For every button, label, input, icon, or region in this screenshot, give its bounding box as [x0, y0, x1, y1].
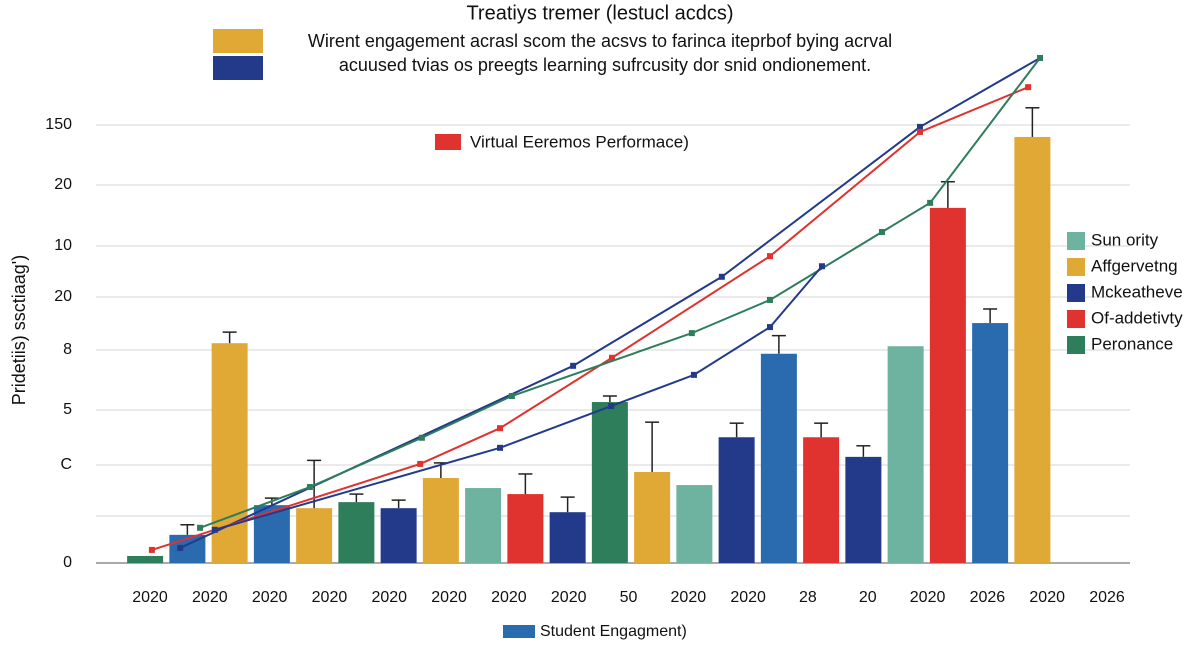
bar: [1014, 136, 1051, 564]
x-tick-label: 2020: [132, 589, 168, 606]
y-tick-label: C: [60, 456, 72, 473]
legend-label: Sun ority: [1091, 230, 1159, 249]
y-tick-label: 10: [54, 237, 72, 254]
legend-swatch: [1067, 258, 1085, 276]
line-point: [570, 362, 577, 369]
bar: [718, 437, 755, 563]
line-point: [497, 425, 504, 432]
line-point: [497, 444, 504, 451]
line-point: [197, 524, 204, 531]
line-point: [688, 330, 695, 337]
legend-swatch: [213, 56, 263, 80]
subtitle: acuused tvias os preegts learning sufrcu…: [339, 55, 871, 75]
bar: [549, 512, 586, 563]
x-tick-label: 2026: [1089, 589, 1125, 606]
x-tick-label: 28: [799, 589, 817, 606]
legend-swatch: [1067, 284, 1085, 302]
y-tick-label: 0: [63, 554, 72, 571]
line-point: [608, 354, 615, 361]
y-tick-label: 5: [63, 401, 72, 418]
legend-label: Mckeatheve: [1091, 282, 1183, 301]
line-point: [818, 263, 825, 270]
legend-label: Virtual Eeremos Performace): [470, 132, 689, 151]
legend-label: Of-addetivty: [1091, 308, 1183, 327]
line-point: [767, 296, 774, 303]
x-tick-label: 2020: [192, 589, 228, 606]
bar: [422, 477, 459, 563]
bar: [887, 346, 924, 563]
x-tick-label: 2020: [910, 589, 946, 606]
x-tick-label: 2020: [491, 589, 527, 606]
x-tick-label: 2020: [431, 589, 467, 606]
legend-swatch: [1067, 310, 1085, 328]
x-tick-label: 2020: [312, 589, 348, 606]
legend-label: Peronance: [1091, 334, 1173, 353]
line-point: [508, 393, 515, 400]
y-tick-label: 20: [54, 176, 72, 193]
bar: [465, 488, 502, 563]
chart-title: Treatiys tremer (lestucl acdcs): [466, 2, 733, 24]
x-tick-label: 2020: [1029, 589, 1065, 606]
line-point: [767, 253, 774, 260]
bar: [760, 353, 797, 563]
line-point: [148, 546, 155, 553]
x-tick-label: 2020: [551, 589, 587, 606]
line-point: [916, 123, 923, 130]
line-point: [417, 460, 424, 467]
y-tick-label: 150: [45, 116, 72, 133]
y-tick-label: 8: [63, 341, 72, 358]
y-tick-label: 20: [54, 288, 72, 305]
bar: [127, 555, 164, 563]
x-tick-label: 50: [620, 589, 638, 606]
x-tick-label: 2020: [671, 589, 707, 606]
bar: [296, 508, 333, 563]
line-point: [690, 371, 697, 378]
line-point: [1036, 54, 1043, 61]
x-tick-label: 2020: [371, 589, 407, 606]
line-point: [418, 434, 425, 441]
bar: [507, 494, 544, 563]
line-point: [306, 484, 313, 491]
bar: [380, 508, 417, 563]
legend-swatch: [1067, 232, 1085, 250]
x-tick-label: 2020: [730, 589, 766, 606]
x-tick-label: 2020: [252, 589, 288, 606]
x-tick-label: 2026: [970, 589, 1006, 606]
bar: [803, 437, 840, 563]
line-point: [608, 403, 615, 410]
legend-label: Student Engagment): [540, 623, 687, 640]
legend-swatch: [435, 134, 461, 150]
legend-swatch: [213, 29, 263, 53]
line-point: [1025, 84, 1032, 91]
bar: [676, 485, 713, 563]
legend-label: Affgervetng: [1091, 256, 1178, 275]
subtitle: Wirent engagement acrasl scom the acsvs …: [308, 31, 892, 51]
bar: [634, 471, 671, 563]
bar: [845, 456, 882, 563]
line-point: [916, 128, 923, 135]
bar: [338, 502, 375, 563]
line-point: [767, 324, 774, 331]
line: [214, 265, 823, 531]
legend-swatch: [1067, 336, 1085, 354]
line-point: [927, 199, 934, 206]
line-point: [177, 544, 184, 551]
bar: [591, 402, 628, 563]
line-point: [718, 273, 725, 280]
bar: [929, 207, 966, 563]
legend-swatch: [503, 625, 535, 638]
bar: [972, 323, 1009, 563]
line-point: [878, 229, 885, 236]
y-axis-label: Pridetiis) ssctiaag'): [9, 255, 29, 405]
x-tick-label: 20: [859, 589, 877, 606]
line-point: [211, 526, 218, 533]
